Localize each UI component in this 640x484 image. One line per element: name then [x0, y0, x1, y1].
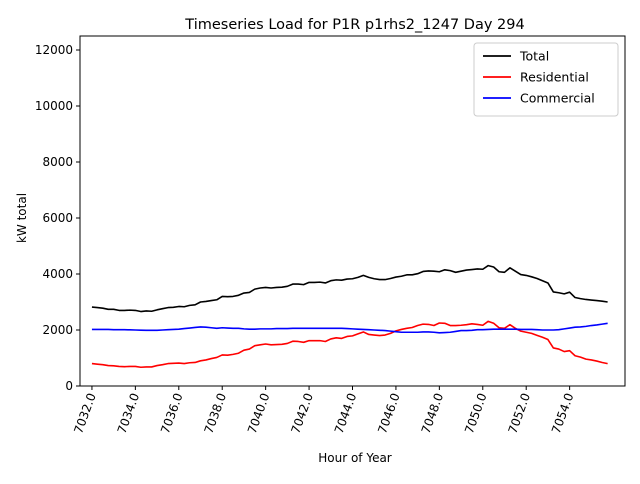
- legend: Total Residential Commercial: [473, 42, 619, 117]
- x-tick-label: 7034.0: [115, 391, 143, 435]
- chart-title: Timeseries Load for P1R p1rhs2_1247 Day …: [184, 17, 524, 33]
- y-tick-label: 8000: [42, 155, 73, 169]
- y-tick-label: 12000: [35, 43, 73, 57]
- x-tick-label: 7050.0: [462, 391, 490, 435]
- series-line-residential: [91, 320, 608, 369]
- series-line-commercial: [91, 322, 608, 334]
- x-axis-label: Hour of Year: [318, 451, 392, 465]
- x-tick-label: 7042.0: [288, 391, 316, 435]
- legend-label-residential: Residential: [520, 70, 589, 85]
- x-tick-label: 7040.0: [245, 391, 273, 435]
- series-line-total: [91, 264, 608, 313]
- series-layer: [91, 264, 608, 369]
- x-tick-label: 7032.0: [71, 391, 99, 435]
- x-tick-label: 7054.0: [549, 391, 577, 435]
- legend-label-total: Total: [519, 49, 549, 64]
- y-tick-label: 0: [65, 379, 73, 393]
- x-tick-label: 7044.0: [332, 391, 360, 435]
- legend-label-commercial: Commercial: [520, 91, 595, 106]
- y-axis-label: kW total: [15, 193, 29, 243]
- x-tick-label: 7048.0: [419, 391, 447, 435]
- x-tick-label: 7038.0: [202, 391, 230, 435]
- y-tick-label: 4000: [42, 267, 73, 281]
- x-tick-label: 7052.0: [506, 391, 534, 435]
- x-tick-label: 7036.0: [158, 391, 186, 435]
- x-tick-label: 7046.0: [375, 391, 403, 435]
- y-tick-label: 10000: [35, 99, 73, 113]
- y-tick-label: 6000: [42, 211, 73, 225]
- y-tick-label: 2000: [42, 323, 73, 337]
